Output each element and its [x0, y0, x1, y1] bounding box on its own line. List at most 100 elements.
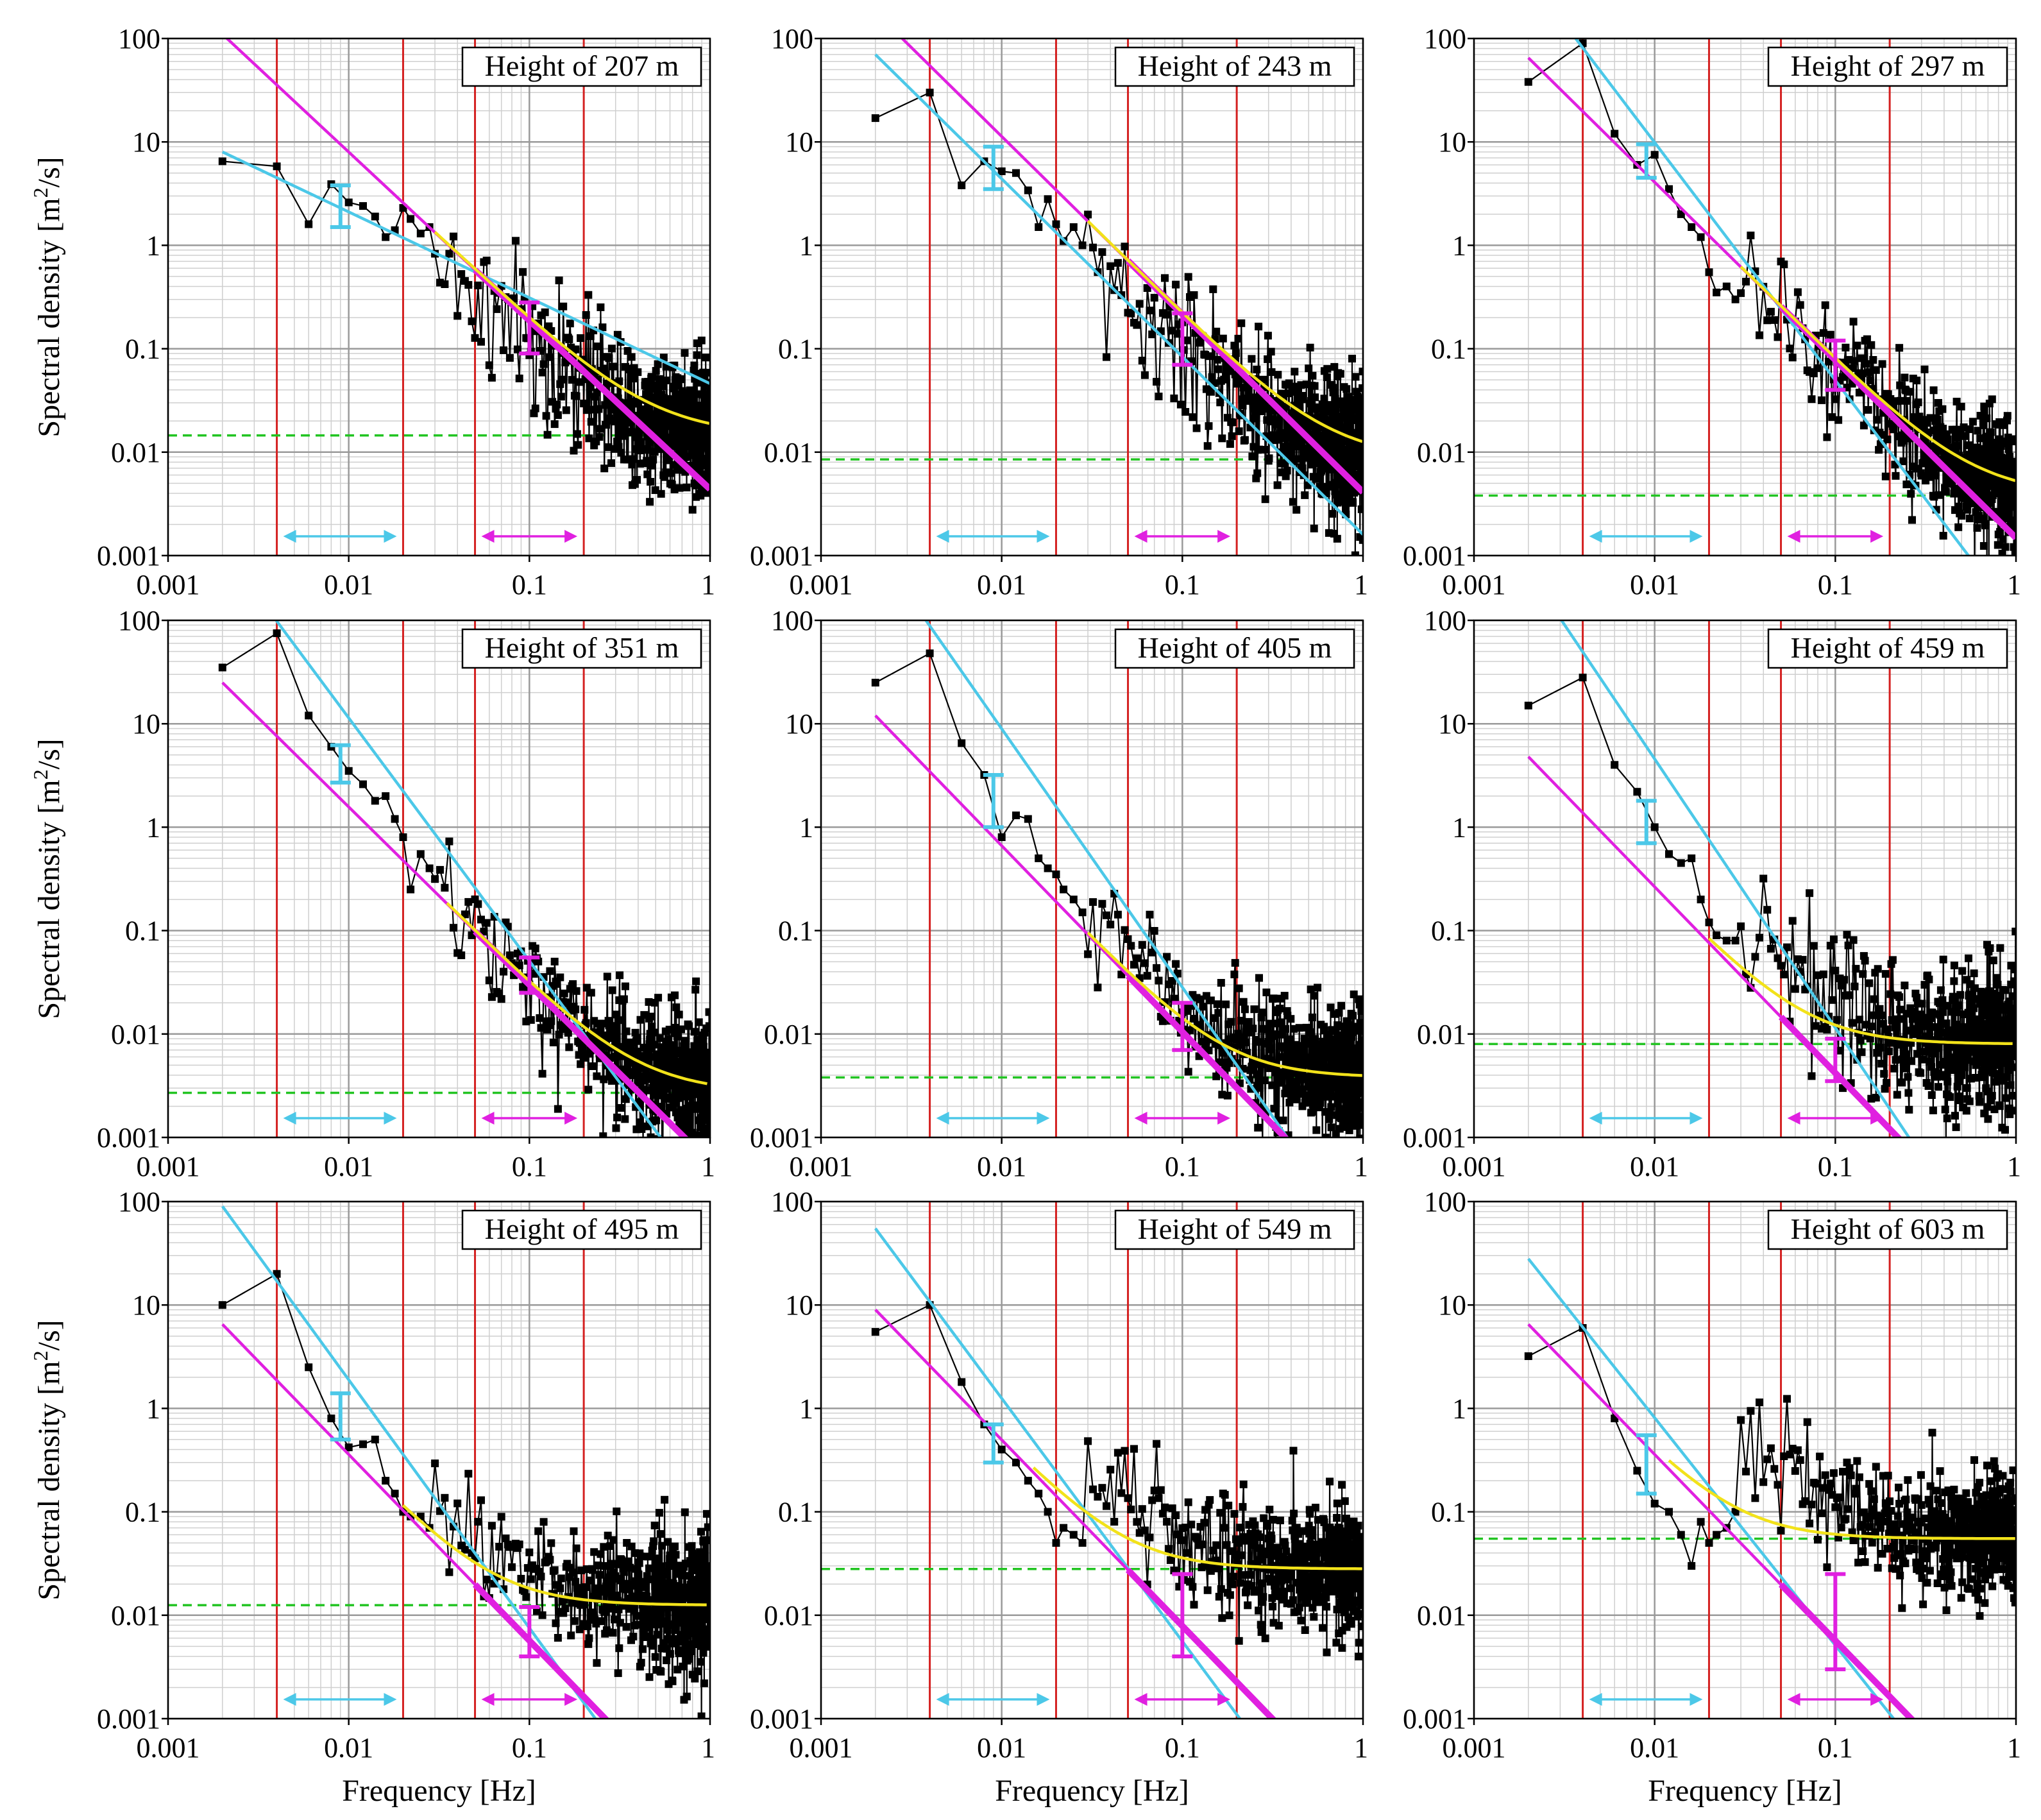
data-point [1878, 1011, 1886, 1019]
data-point [705, 1022, 710, 1030]
data-point [671, 991, 679, 999]
data-point [607, 1076, 616, 1085]
data-point [1665, 850, 1673, 858]
x-tick-label: 0.1 [1165, 1732, 1200, 1764]
data-point [1212, 1541, 1221, 1549]
data-point [582, 311, 590, 319]
data-point [1975, 1092, 1983, 1100]
data-point [663, 377, 671, 384]
data-point [1213, 355, 1221, 364]
data-point [1218, 1614, 1226, 1622]
data-point [305, 711, 313, 720]
y-tick-label: 0.001 [97, 1703, 160, 1735]
data-point [643, 470, 652, 479]
data-point [1323, 1648, 1331, 1656]
data-point [1295, 1024, 1303, 1032]
data-point [1231, 958, 1239, 967]
data-point [601, 401, 609, 409]
data-point [1078, 1539, 1087, 1547]
data-point [636, 1552, 645, 1561]
data-point [391, 1490, 399, 1498]
data-point [1842, 343, 1850, 352]
data-point [2011, 492, 2016, 500]
data-point [645, 1673, 654, 1681]
data-point [584, 1622, 592, 1631]
data-point [702, 1536, 709, 1544]
data-point [1777, 962, 1785, 970]
data-point [633, 476, 641, 484]
data-point [572, 345, 580, 353]
data-point [671, 1542, 679, 1551]
data-point [1257, 1628, 1266, 1637]
high-fit-range-arrow [481, 1112, 578, 1125]
data-point [1138, 1505, 1146, 1513]
data-point [657, 382, 666, 391]
x-tick-label: 0.1 [1818, 569, 1853, 600]
data-point [1359, 1594, 1363, 1602]
data-point [1271, 1030, 1279, 1039]
panel-title: Height of 207 m [461, 46, 702, 87]
data-point [681, 1037, 689, 1045]
data-point [703, 1069, 710, 1078]
data-point [1705, 918, 1713, 926]
data-point [1944, 436, 1952, 443]
data-point [1355, 1653, 1362, 1661]
data-point [1158, 1017, 1167, 1025]
data-point [706, 441, 710, 450]
data-point [502, 1535, 510, 1542]
data-point [2008, 1063, 2016, 1071]
data-point [2011, 1007, 2016, 1015]
low-fit-range-arrow [936, 1693, 1050, 1706]
y-tick-label: 0.001 [1403, 1122, 1466, 1153]
data-point [1235, 984, 1243, 992]
data-point [1357, 505, 1363, 513]
panel-5: 0.001 0.01 0.1 1 10 100 0.001 0.01 0.1 1 Height of… [750, 605, 1368, 1182]
data-point [1290, 1510, 1298, 1518]
data-point [1117, 1489, 1126, 1497]
data-point [1143, 972, 1151, 980]
data-point [1356, 1134, 1363, 1137]
data-point [607, 459, 615, 467]
data-point [1258, 1579, 1266, 1587]
data-point [1883, 1025, 1892, 1033]
data-point [1705, 268, 1713, 276]
data-point [441, 1493, 449, 1502]
high-frequency-fit-line [1527, 756, 1900, 1137]
x-tick-label: 0.001 [790, 569, 853, 600]
data-point [1239, 1480, 1248, 1488]
data-point [2003, 412, 2011, 420]
data-point [1929, 1106, 1937, 1114]
x-tick-label: 0.1 [1165, 569, 1200, 600]
data-point [457, 270, 466, 278]
data-point [690, 361, 699, 370]
data-series [1524, 39, 2016, 556]
high-frequency-fit-line-bold [472, 1582, 610, 1719]
data-point [305, 1363, 313, 1372]
data-point [1228, 1580, 1237, 1588]
data-point [593, 388, 601, 396]
data-point [399, 833, 407, 841]
data-point [600, 1075, 608, 1084]
data-point [1349, 498, 1357, 507]
data-point [525, 1548, 534, 1556]
data-point [643, 1552, 652, 1561]
data-point [371, 212, 379, 221]
data-point [1886, 395, 1895, 403]
data-point [515, 961, 523, 969]
panel-2: 0.001 0.01 0.1 1 10 100 0.001 0.01 0.1 1 Height of… [750, 23, 1368, 600]
data-point [1611, 130, 1619, 138]
panel-title-text: Height of 297 m [1791, 49, 1985, 82]
data-point [1831, 395, 1840, 404]
data-point [1359, 536, 1363, 544]
data-point [682, 1114, 691, 1123]
data-point [650, 1537, 658, 1545]
data-point [1319, 1059, 1328, 1067]
data-point [647, 1635, 656, 1643]
data-point [706, 1588, 710, 1596]
data-point [1873, 416, 1881, 424]
axis-ticks: 0.001 0.01 0.1 1 10 100 0.001 0.01 0.1 1 [750, 1186, 1368, 1764]
data-point [595, 433, 604, 441]
data-point [517, 1574, 525, 1583]
data-point [1208, 373, 1216, 381]
data-point [1294, 441, 1302, 448]
